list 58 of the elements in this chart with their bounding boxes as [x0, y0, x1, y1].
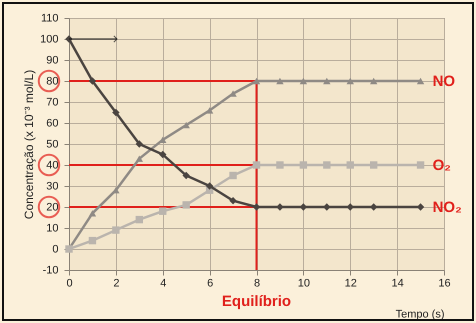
point — [346, 161, 354, 169]
x-tick-label: 10 — [298, 278, 310, 290]
x-tick-label: 16 — [438, 278, 451, 290]
series-label: O₂ — [432, 157, 451, 174]
y-tick-label: -10 — [42, 264, 58, 276]
point — [88, 236, 96, 244]
x-tick-label: 14 — [392, 278, 404, 290]
x-tick-label: 2 — [113, 278, 120, 290]
point — [182, 122, 190, 128]
point — [300, 161, 308, 169]
x-tick-label: 12 — [344, 278, 357, 290]
point — [276, 161, 284, 169]
x-tick-label: 4 — [160, 278, 166, 290]
point — [206, 107, 214, 114]
point — [323, 78, 331, 84]
y-axis-title: Concentração (x 10⁻³ mol/L) — [22, 70, 36, 220]
y-tick-label: 60 — [46, 118, 58, 130]
y-tick-label: 0 — [52, 244, 58, 256]
series-label: NO₂ — [432, 199, 462, 216]
y-tick-label: 10 — [46, 222, 58, 234]
x-tick-label: 8 — [254, 278, 260, 290]
point — [182, 172, 190, 180]
y-tick-label: 40 — [46, 160, 58, 172]
point — [276, 78, 284, 84]
point — [229, 196, 237, 204]
y-tick-label: 90 — [46, 54, 58, 66]
point — [136, 216, 144, 224]
series-label: NO — [432, 73, 456, 90]
x-tick-label: 6 — [207, 278, 214, 290]
point — [346, 78, 354, 84]
point — [88, 210, 96, 217]
point — [136, 155, 144, 162]
point — [229, 172, 237, 180]
point — [136, 140, 144, 148]
y-tick-label: 70 — [46, 96, 58, 108]
y-tick-label: 50 — [46, 138, 58, 150]
point — [252, 203, 260, 211]
y-tick-label: 80 — [46, 76, 58, 88]
x-axis-title: Tempo (s) — [396, 308, 444, 320]
point — [416, 161, 424, 169]
point — [112, 108, 120, 116]
point — [416, 78, 424, 84]
point — [370, 161, 378, 169]
x-tick-label: 0 — [66, 278, 73, 290]
point — [88, 77, 96, 85]
point — [112, 226, 120, 234]
point — [252, 78, 260, 84]
point — [206, 182, 214, 190]
y-tick-label: 110 — [40, 12, 58, 24]
point — [300, 78, 308, 84]
y-tick-label: 100 — [40, 34, 58, 46]
ref-line-label: Equilíbrio — [222, 293, 292, 310]
point — [370, 78, 378, 84]
y-tick-label: 30 — [46, 180, 58, 192]
point — [159, 207, 166, 215]
y-tick-label: 20 — [46, 202, 58, 214]
point — [323, 161, 331, 169]
point — [182, 201, 190, 209]
